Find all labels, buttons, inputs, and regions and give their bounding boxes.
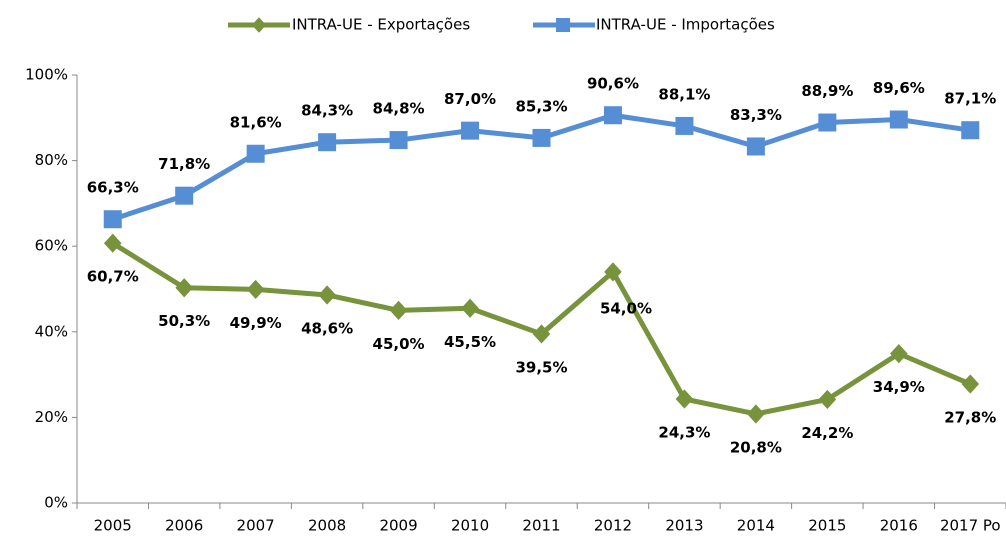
data-label: 20,8% [730, 438, 782, 456]
x-tick-label: 2011 [522, 517, 560, 535]
point-marker [889, 110, 908, 129]
data-label: 89,6% [873, 79, 925, 97]
data-label: 71,8% [158, 155, 210, 173]
data-label: 48,6% [301, 319, 353, 337]
data-label: 34,9% [873, 378, 925, 396]
data-label: 87,0% [444, 90, 496, 108]
data-label: 66,3% [87, 179, 139, 197]
point-marker [318, 133, 337, 152]
data-label: 39,5% [515, 358, 567, 376]
data-label: 45,0% [373, 335, 425, 353]
data-label: 85,3% [515, 97, 567, 115]
data-label: 84,3% [301, 102, 353, 120]
data-label: 84,8% [373, 100, 425, 118]
point-marker [746, 137, 765, 156]
y-tick-label: 80% [35, 151, 68, 169]
x-tick-label: 2005 [94, 517, 132, 535]
data-label: 88,1% [658, 85, 710, 103]
point-marker [103, 233, 122, 253]
point-marker [532, 324, 551, 344]
y-tick-label: 40% [35, 322, 68, 340]
point-marker [961, 374, 980, 394]
data-label: 87,1% [944, 90, 996, 108]
point-marker [675, 389, 694, 409]
x-tick-label: 2010 [451, 517, 489, 535]
data-label: 81,6% [230, 113, 282, 131]
x-tick-label: 2014 [737, 517, 775, 535]
legend-marker [251, 17, 267, 33]
data-label: 49,9% [230, 314, 282, 332]
point-marker [818, 389, 837, 410]
point-marker [389, 131, 408, 150]
point-marker [175, 186, 194, 205]
x-tick-label: 2012 [594, 517, 632, 535]
point-marker [961, 121, 980, 140]
legend-label: INTRA-UE - Exportações [292, 16, 470, 34]
x-tick-label: 2017 Po [940, 517, 1001, 535]
x-tick-label: 2009 [379, 517, 417, 535]
point-marker [103, 210, 122, 229]
point-marker [890, 344, 908, 364]
data-label: 60,7% [87, 268, 139, 286]
x-tick-label: 2016 [880, 517, 918, 535]
y-tick-label: 60% [35, 237, 68, 255]
point-marker [603, 106, 622, 125]
point-marker [604, 262, 622, 282]
data-label: 27,8% [944, 409, 996, 427]
point-marker [461, 121, 480, 140]
x-tick-label: 2007 [237, 517, 275, 535]
x-tick-label: 2013 [665, 517, 703, 535]
point-marker [532, 128, 551, 147]
point-marker [675, 116, 694, 135]
legend-marker [556, 18, 570, 32]
point-marker [175, 278, 193, 298]
x-tick-label: 2008 [308, 517, 346, 535]
data-label: 88,9% [801, 82, 853, 100]
point-marker [246, 144, 265, 163]
point-marker [246, 279, 265, 300]
point-marker [818, 113, 837, 132]
y-tick-label: 0% [44, 494, 68, 512]
data-label: 83,3% [730, 106, 782, 124]
y-tick-label: 20% [35, 408, 68, 426]
data-label: 54,0% [600, 299, 652, 317]
data-label: 50,3% [158, 312, 210, 330]
legend-label: INTRA-UE - Importações [596, 16, 775, 34]
y-tick-label: 100% [25, 66, 68, 84]
data-label: 45,5% [444, 333, 496, 351]
point-marker [318, 285, 336, 305]
point-marker [747, 404, 765, 424]
data-label: 24,3% [658, 423, 710, 441]
point-marker [461, 298, 479, 318]
data-label: 24,2% [801, 424, 853, 442]
data-label: 90,6% [587, 75, 639, 93]
point-marker [389, 300, 408, 320]
x-tick-label: 2015 [808, 517, 846, 535]
x-tick-label: 2006 [165, 517, 203, 535]
